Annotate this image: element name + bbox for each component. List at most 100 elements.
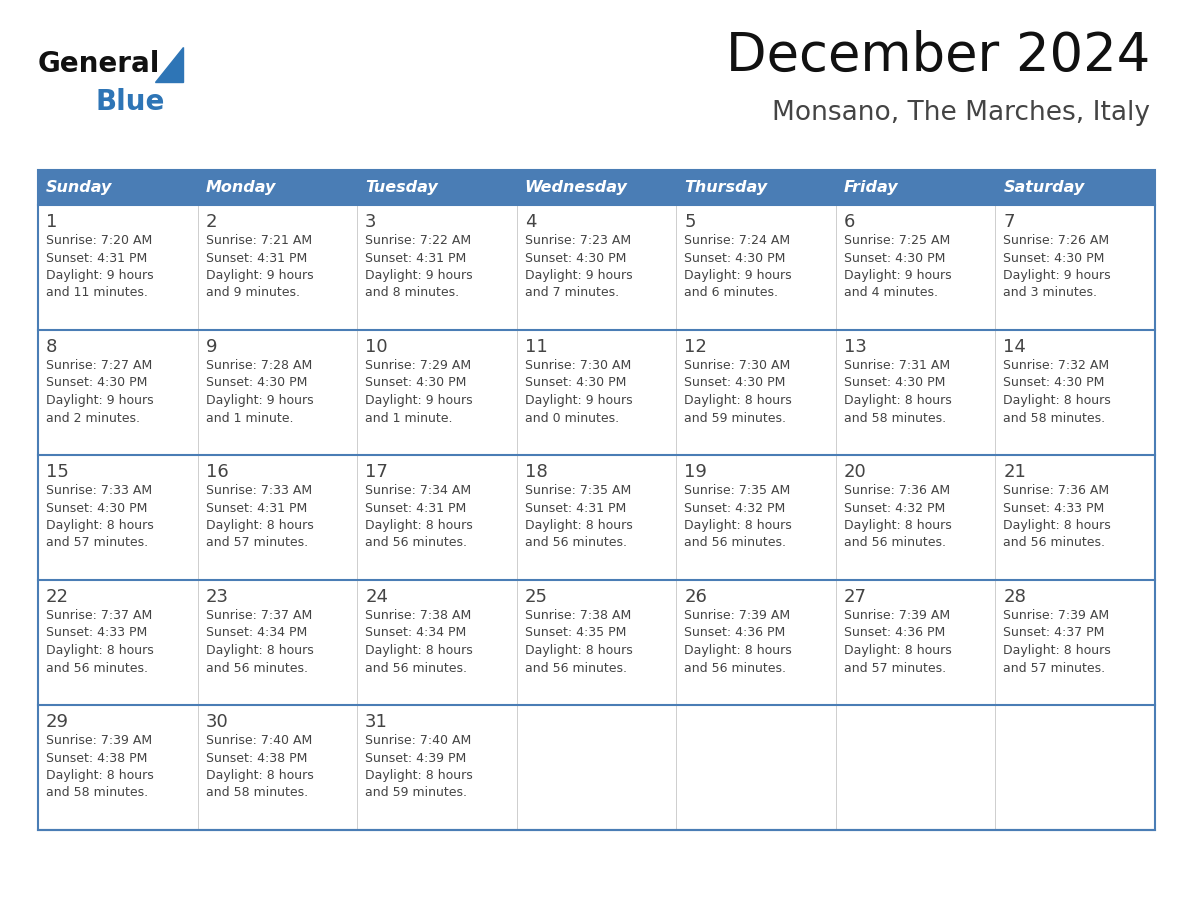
Text: Sunrise: 7:34 AM: Sunrise: 7:34 AM	[365, 484, 472, 497]
Text: Sunrise: 7:32 AM: Sunrise: 7:32 AM	[1004, 359, 1110, 372]
Bar	[358, 705, 517, 830]
Text: and 4 minutes.: and 4 minutes.	[843, 286, 937, 299]
Text: Sunrise: 7:24 AM: Sunrise: 7:24 AM	[684, 234, 790, 247]
Polygon shape	[154, 47, 183, 82]
Text: Sunset: 4:30 PM: Sunset: 4:30 PM	[684, 376, 785, 389]
Text: Daylight: 8 hours: Daylight: 8 hours	[1004, 394, 1111, 407]
Text: Daylight: 8 hours: Daylight: 8 hours	[46, 769, 153, 782]
Text: Daylight: 8 hours: Daylight: 8 hours	[525, 519, 632, 532]
Bar	[38, 705, 197, 830]
Text: and 1 minute.: and 1 minute.	[365, 411, 453, 424]
Text: Saturday: Saturday	[1004, 180, 1085, 195]
Text: Sunrise: 7:30 AM: Sunrise: 7:30 AM	[684, 359, 790, 372]
Text: Sunrise: 7:36 AM: Sunrise: 7:36 AM	[1004, 484, 1110, 497]
Text: and 57 minutes.: and 57 minutes.	[1004, 662, 1106, 675]
Bar	[676, 170, 836, 205]
Text: and 57 minutes.: and 57 minutes.	[46, 536, 148, 550]
Text: Daylight: 8 hours: Daylight: 8 hours	[365, 644, 473, 657]
Bar	[676, 580, 836, 705]
Bar	[517, 580, 676, 705]
Text: Daylight: 9 hours: Daylight: 9 hours	[46, 394, 153, 407]
Text: and 59 minutes.: and 59 minutes.	[684, 411, 786, 424]
Text: Sunrise: 7:35 AM: Sunrise: 7:35 AM	[684, 484, 790, 497]
Text: 16: 16	[206, 463, 228, 481]
Text: Sunrise: 7:30 AM: Sunrise: 7:30 AM	[525, 359, 631, 372]
Text: December 2024: December 2024	[726, 30, 1150, 82]
Text: Sunset: 4:31 PM: Sunset: 4:31 PM	[365, 252, 467, 264]
Text: Daylight: 9 hours: Daylight: 9 hours	[46, 269, 153, 282]
Text: 17: 17	[365, 463, 388, 481]
Text: Sunday: Sunday	[46, 180, 113, 195]
Text: Sunrise: 7:20 AM: Sunrise: 7:20 AM	[46, 234, 152, 247]
Text: 27: 27	[843, 588, 867, 606]
Text: Sunrise: 7:35 AM: Sunrise: 7:35 AM	[525, 484, 631, 497]
Text: and 8 minutes.: and 8 minutes.	[365, 286, 460, 299]
Text: Daylight: 9 hours: Daylight: 9 hours	[206, 394, 314, 407]
Text: Daylight: 9 hours: Daylight: 9 hours	[365, 394, 473, 407]
Text: Sunset: 4:32 PM: Sunset: 4:32 PM	[684, 501, 785, 514]
Text: and 58 minutes.: and 58 minutes.	[206, 787, 308, 800]
Text: 21: 21	[1004, 463, 1026, 481]
Text: Wednesday: Wednesday	[525, 180, 627, 195]
Bar	[836, 330, 996, 455]
Text: Daylight: 9 hours: Daylight: 9 hours	[206, 269, 314, 282]
Text: Daylight: 9 hours: Daylight: 9 hours	[365, 269, 473, 282]
Text: Daylight: 9 hours: Daylight: 9 hours	[525, 269, 632, 282]
Text: Sunset: 4:36 PM: Sunset: 4:36 PM	[684, 626, 785, 640]
Text: Sunset: 4:30 PM: Sunset: 4:30 PM	[843, 252, 946, 264]
Bar	[197, 455, 358, 580]
Bar	[676, 205, 836, 330]
Text: Daylight: 9 hours: Daylight: 9 hours	[1004, 269, 1111, 282]
Text: Sunset: 4:37 PM: Sunset: 4:37 PM	[1004, 626, 1105, 640]
Text: 31: 31	[365, 713, 388, 731]
Text: Sunset: 4:39 PM: Sunset: 4:39 PM	[365, 752, 467, 765]
Text: Tuesday: Tuesday	[365, 180, 438, 195]
Text: Sunrise: 7:39 AM: Sunrise: 7:39 AM	[1004, 609, 1110, 622]
Bar	[836, 580, 996, 705]
Text: Sunset: 4:31 PM: Sunset: 4:31 PM	[206, 252, 307, 264]
Text: Sunset: 4:30 PM: Sunset: 4:30 PM	[684, 252, 785, 264]
Text: Daylight: 9 hours: Daylight: 9 hours	[684, 269, 792, 282]
Text: Daylight: 8 hours: Daylight: 8 hours	[206, 519, 314, 532]
Text: Sunrise: 7:21 AM: Sunrise: 7:21 AM	[206, 234, 311, 247]
Text: and 0 minutes.: and 0 minutes.	[525, 411, 619, 424]
Text: and 56 minutes.: and 56 minutes.	[843, 536, 946, 550]
Text: Sunset: 4:38 PM: Sunset: 4:38 PM	[46, 752, 147, 765]
Text: Sunrise: 7:37 AM: Sunrise: 7:37 AM	[46, 609, 152, 622]
Text: and 56 minutes.: and 56 minutes.	[365, 662, 467, 675]
Text: 26: 26	[684, 588, 707, 606]
Text: Blue: Blue	[95, 88, 164, 116]
Text: Daylight: 8 hours: Daylight: 8 hours	[684, 519, 792, 532]
Text: Daylight: 8 hours: Daylight: 8 hours	[206, 644, 314, 657]
Bar	[197, 580, 358, 705]
Text: Daylight: 8 hours: Daylight: 8 hours	[46, 644, 153, 657]
Text: and 9 minutes.: and 9 minutes.	[206, 286, 299, 299]
Bar	[836, 170, 996, 205]
Text: Monsano, The Marches, Italy: Monsano, The Marches, Italy	[772, 100, 1150, 126]
Text: Daylight: 8 hours: Daylight: 8 hours	[365, 519, 473, 532]
Text: 10: 10	[365, 338, 387, 356]
Text: Friday: Friday	[843, 180, 898, 195]
Text: Sunset: 4:30 PM: Sunset: 4:30 PM	[1004, 252, 1105, 264]
Text: and 56 minutes.: and 56 minutes.	[684, 536, 786, 550]
Bar	[38, 205, 197, 330]
Text: Monday: Monday	[206, 180, 276, 195]
Text: Daylight: 9 hours: Daylight: 9 hours	[525, 394, 632, 407]
Text: 6: 6	[843, 213, 855, 231]
Bar	[996, 705, 1155, 830]
Text: Sunrise: 7:25 AM: Sunrise: 7:25 AM	[843, 234, 950, 247]
Text: Sunrise: 7:28 AM: Sunrise: 7:28 AM	[206, 359, 311, 372]
Text: Sunrise: 7:22 AM: Sunrise: 7:22 AM	[365, 234, 472, 247]
Text: and 56 minutes.: and 56 minutes.	[525, 536, 627, 550]
Bar	[358, 455, 517, 580]
Text: Sunrise: 7:33 AM: Sunrise: 7:33 AM	[46, 484, 152, 497]
Bar	[38, 170, 1155, 830]
Text: Sunrise: 7:31 AM: Sunrise: 7:31 AM	[843, 359, 950, 372]
Text: Daylight: 8 hours: Daylight: 8 hours	[1004, 519, 1111, 532]
Text: Daylight: 8 hours: Daylight: 8 hours	[525, 644, 632, 657]
Text: Sunset: 4:31 PM: Sunset: 4:31 PM	[525, 501, 626, 514]
Text: General: General	[38, 50, 160, 78]
Text: Sunset: 4:31 PM: Sunset: 4:31 PM	[206, 501, 307, 514]
Text: and 1 minute.: and 1 minute.	[206, 411, 293, 424]
Bar	[38, 170, 197, 205]
